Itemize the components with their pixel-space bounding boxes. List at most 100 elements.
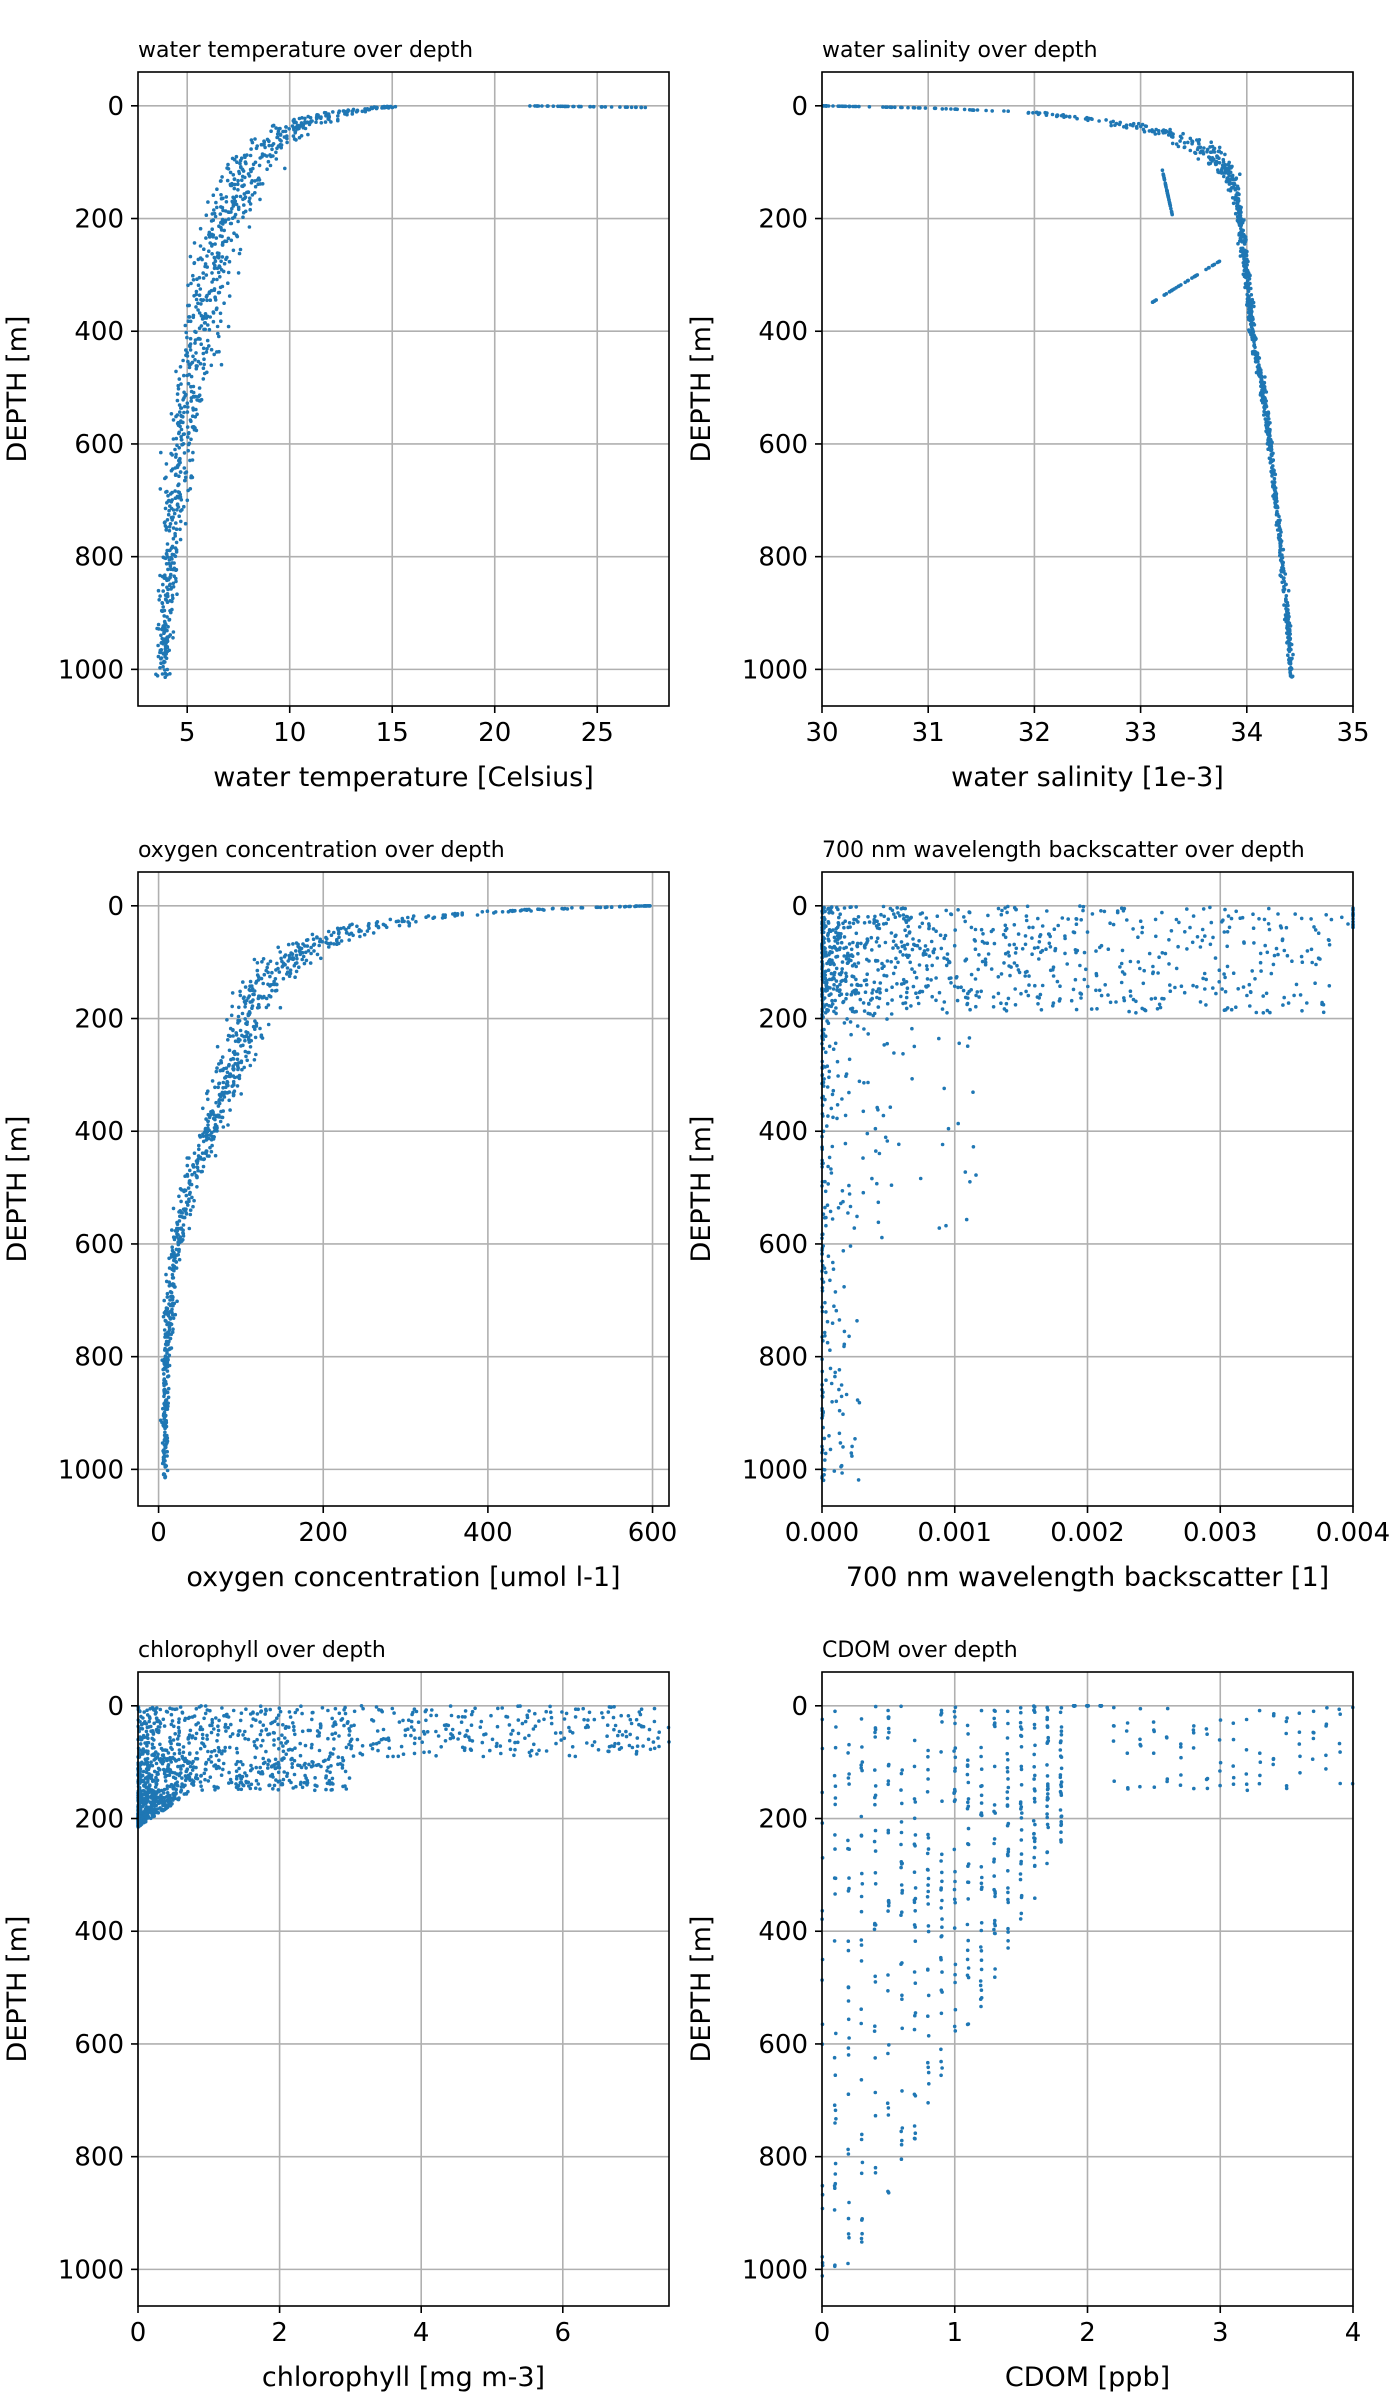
data-point bbox=[1271, 494, 1275, 498]
data-point bbox=[163, 1367, 167, 1371]
data-point bbox=[991, 995, 996, 999]
data-point bbox=[171, 581, 176, 586]
data-point bbox=[269, 1721, 273, 1726]
data-point bbox=[196, 1721, 200, 1725]
data-point bbox=[929, 939, 934, 944]
data-point bbox=[163, 1318, 168, 1323]
data-point bbox=[904, 1006, 909, 1011]
data-point bbox=[400, 919, 404, 924]
data-point bbox=[335, 926, 340, 931]
data-point bbox=[197, 1143, 201, 1148]
data-point bbox=[241, 1783, 246, 1788]
data-point bbox=[605, 905, 609, 909]
data-point bbox=[170, 1228, 174, 1232]
data-point bbox=[287, 953, 292, 958]
data-point bbox=[1200, 927, 1205, 932]
data-point bbox=[238, 1028, 243, 1033]
data-point bbox=[279, 1782, 284, 1787]
data-point bbox=[237, 171, 242, 176]
data-point bbox=[876, 987, 881, 991]
data-point bbox=[849, 958, 853, 963]
data-point bbox=[249, 1782, 254, 1787]
data-point bbox=[163, 675, 167, 679]
data-point bbox=[175, 421, 180, 426]
data-point bbox=[1208, 942, 1213, 947]
data-point bbox=[248, 979, 253, 984]
data-point bbox=[826, 907, 830, 911]
data-point bbox=[1225, 1006, 1230, 1010]
data-point bbox=[908, 960, 912, 965]
data-point bbox=[1015, 963, 1019, 968]
data-point bbox=[983, 957, 988, 961]
data-point bbox=[266, 1766, 270, 1770]
data-point bbox=[306, 114, 311, 119]
y-tick-label: 1000 bbox=[58, 655, 124, 685]
data-point bbox=[217, 264, 222, 268]
data-point bbox=[837, 1368, 842, 1372]
data-point bbox=[899, 907, 904, 911]
data-point bbox=[206, 1097, 210, 1102]
data-point bbox=[177, 462, 181, 467]
data-point bbox=[911, 105, 916, 110]
data-point bbox=[1151, 970, 1155, 974]
data-point bbox=[162, 520, 167, 525]
data-point bbox=[1287, 614, 1291, 619]
data-point bbox=[1000, 908, 1004, 913]
data-point bbox=[242, 203, 246, 207]
data-point bbox=[396, 1754, 401, 1759]
data-point bbox=[835, 1116, 839, 1121]
data-point bbox=[1063, 934, 1067, 938]
data-point bbox=[567, 1725, 571, 1730]
data-point bbox=[1217, 259, 1221, 264]
data-point bbox=[170, 498, 174, 502]
data-point bbox=[210, 1143, 214, 1148]
data-point bbox=[1259, 374, 1264, 378]
data-point bbox=[256, 978, 261, 982]
data-point bbox=[169, 1294, 173, 1299]
data-point bbox=[828, 945, 832, 949]
data-point bbox=[258, 1732, 263, 1737]
data-point bbox=[440, 916, 445, 920]
data-point bbox=[896, 960, 900, 965]
data-point bbox=[1141, 127, 1146, 132]
data-point bbox=[892, 912, 896, 916]
data-point bbox=[895, 982, 899, 986]
data-point bbox=[261, 1723, 266, 1727]
data-point bbox=[891, 939, 896, 944]
data-point bbox=[312, 949, 316, 953]
data-point bbox=[495, 1724, 500, 1729]
data-point bbox=[634, 1717, 639, 1722]
data-point bbox=[1238, 254, 1243, 258]
data-point bbox=[1327, 984, 1332, 988]
data-point bbox=[834, 1011, 838, 1016]
data-point bbox=[1212, 157, 1216, 162]
data-point bbox=[232, 215, 237, 219]
data-point bbox=[551, 104, 556, 108]
data-point bbox=[1108, 921, 1112, 925]
data-point bbox=[1229, 916, 1234, 921]
data-point bbox=[355, 924, 359, 929]
data-point bbox=[980, 959, 985, 964]
data-point bbox=[196, 283, 201, 288]
data-point bbox=[842, 925, 846, 930]
data-point bbox=[200, 1169, 204, 1174]
data-point bbox=[870, 1176, 874, 1181]
data-point bbox=[238, 989, 242, 994]
data-point bbox=[174, 550, 179, 554]
data-point bbox=[870, 991, 874, 995]
data-point bbox=[844, 1072, 849, 1076]
data-point bbox=[154, 1761, 159, 1766]
data-point bbox=[834, 930, 838, 935]
data-point bbox=[1291, 652, 1295, 657]
data-point bbox=[220, 234, 224, 239]
data-point bbox=[201, 271, 205, 275]
data-point bbox=[460, 911, 465, 915]
data-point bbox=[331, 110, 335, 114]
data-point bbox=[279, 145, 284, 150]
data-point bbox=[1259, 398, 1264, 403]
data-point bbox=[391, 1754, 395, 1759]
y-tick-label: 400 bbox=[758, 1117, 808, 1147]
data-point bbox=[228, 1108, 232, 1112]
data-point bbox=[193, 1736, 198, 1741]
data-point bbox=[342, 109, 346, 113]
